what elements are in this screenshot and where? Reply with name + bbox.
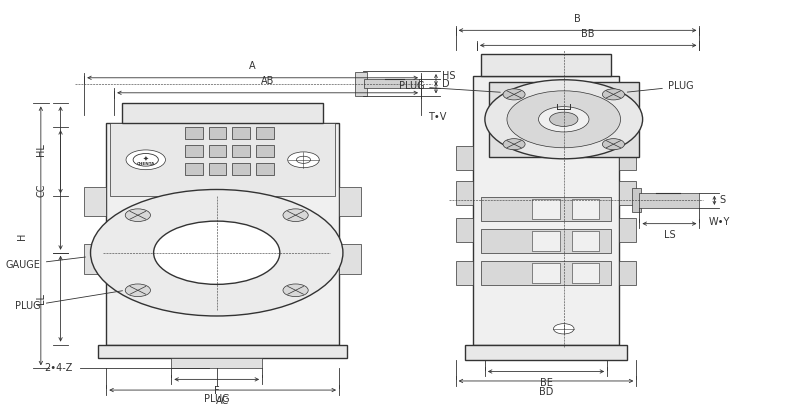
Circle shape [602,89,625,100]
Text: S: S [719,195,725,205]
Bar [456,146,473,170]
Bar [532,231,559,251]
Text: BD: BD [539,387,553,397]
Bar [481,261,611,285]
Text: AB: AB [261,77,275,86]
Bar [208,145,226,157]
Bar [465,345,627,361]
Text: LS: LS [663,230,675,240]
Bar [355,72,367,96]
Circle shape [503,139,525,150]
Circle shape [539,107,589,132]
Bar [639,193,699,208]
Text: A: A [250,61,256,72]
Bar [572,199,599,219]
Bar [481,229,611,253]
Text: HL: HL [36,144,47,156]
Circle shape [154,221,280,284]
Bar [98,345,347,359]
Bar [85,186,106,216]
Circle shape [296,156,311,163]
Bar [122,103,323,123]
Bar [632,188,641,212]
Bar [619,261,636,285]
Text: H: H [17,232,27,240]
Bar [619,146,636,170]
Bar [256,127,274,139]
Bar [481,197,611,221]
Bar [110,123,335,196]
Bar [364,79,419,88]
Text: PLUG: PLUG [627,81,693,92]
Text: ✦: ✦ [142,155,149,161]
Text: B: B [574,14,581,24]
Text: AC: AC [216,396,229,406]
Text: D: D [441,79,449,89]
Bar [339,244,361,274]
Circle shape [283,209,308,221]
Bar [619,218,636,243]
Bar [456,218,473,243]
Bar [233,127,250,139]
Bar [456,261,473,285]
Text: LL: LL [36,293,47,304]
Bar [233,145,250,157]
Circle shape [126,150,166,170]
Circle shape [602,139,625,150]
Text: T•V: T•V [428,112,447,123]
Bar [208,127,226,139]
Bar [532,199,559,219]
Bar [256,163,274,175]
Text: GAUGE: GAUGE [6,257,85,269]
Bar [473,76,619,345]
Text: BE: BE [539,378,552,388]
Bar [233,163,250,175]
Text: W•Y: W•Y [709,217,730,227]
Circle shape [126,209,151,221]
Bar [481,54,611,76]
Circle shape [287,152,320,168]
Circle shape [126,284,151,297]
Circle shape [90,190,343,316]
Bar [619,181,636,205]
Text: HS: HS [441,71,455,81]
Circle shape [507,91,621,148]
Circle shape [550,112,578,127]
Bar [339,186,361,216]
Text: F: F [214,386,220,396]
Bar [185,145,203,157]
Circle shape [133,153,159,166]
Bar [185,127,203,139]
Bar [456,181,473,205]
Bar [106,123,339,345]
Bar [572,263,599,284]
Text: PLUG: PLUG [15,291,122,311]
Text: CC: CC [36,183,47,197]
Text: PLUG: PLUG [398,81,500,92]
Text: 2•4-Z: 2•4-Z [44,363,72,373]
Bar [532,263,559,284]
Bar [208,163,226,175]
Circle shape [283,284,308,297]
Text: BB: BB [581,29,595,39]
Bar [185,163,203,175]
Bar [171,359,262,368]
Circle shape [503,89,525,100]
Circle shape [485,80,642,159]
Text: PLUG: PLUG [204,394,229,404]
Bar [489,82,638,157]
Bar [572,231,599,251]
Text: CHENTA: CHENTA [137,162,155,166]
Bar [256,145,274,157]
Bar [85,244,106,274]
Circle shape [554,324,574,334]
